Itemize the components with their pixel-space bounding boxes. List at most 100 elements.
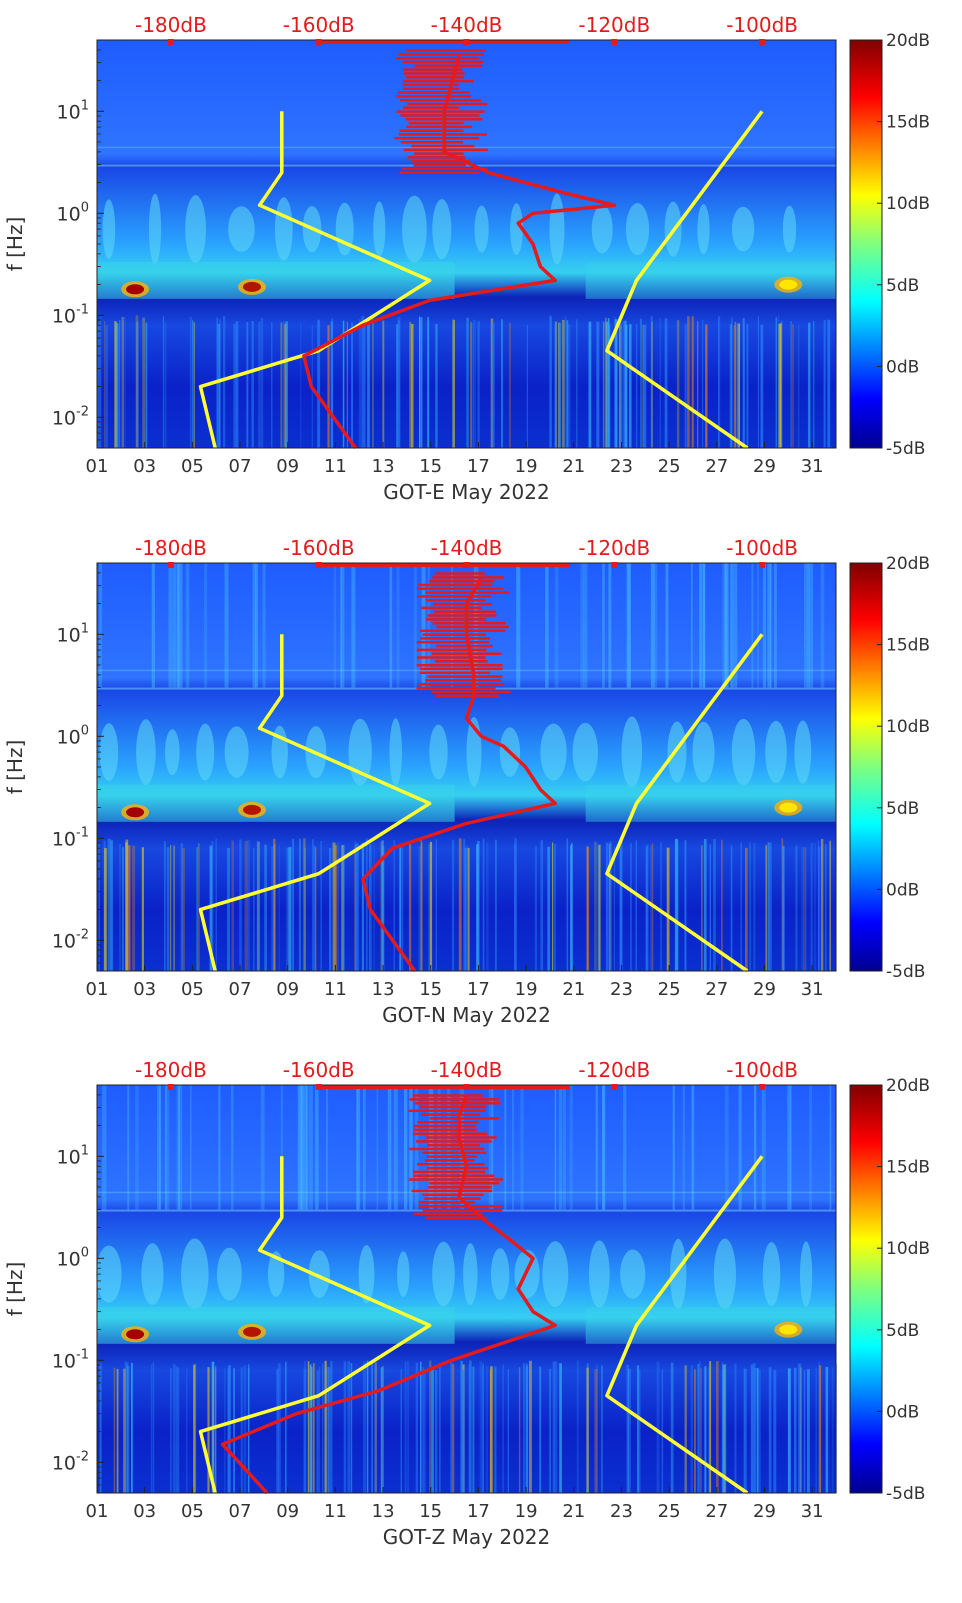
energy-plume	[267, 1251, 285, 1297]
transient-streak	[429, 841, 433, 971]
transient-streak	[340, 563, 342, 688]
transient-streak	[700, 1368, 702, 1493]
transient-streak	[730, 845, 733, 971]
x-tick-label: 19	[515, 456, 538, 477]
transient-streak	[525, 1363, 529, 1493]
transient-streak	[594, 841, 597, 971]
transient-streak	[196, 847, 198, 971]
transient-streak	[414, 563, 417, 688]
transient-streak	[280, 1085, 283, 1210]
transient-streak	[653, 563, 658, 688]
transient-streak	[701, 845, 703, 971]
transient-streak	[162, 315, 165, 448]
x-tick-label: 01	[86, 979, 109, 1000]
transient-streak	[614, 319, 618, 448]
energy-plume	[588, 1240, 610, 1308]
transient-streak	[605, 321, 609, 448]
colorbar	[849, 562, 883, 972]
transient-streak	[382, 1365, 384, 1493]
transient-streak	[756, 1368, 759, 1493]
transient-streak	[373, 842, 375, 971]
transient-streak	[777, 315, 780, 448]
top-axis-tick	[315, 562, 322, 568]
transient-streak	[547, 846, 550, 971]
transient-streak	[121, 317, 124, 448]
transient-streak	[609, 324, 611, 448]
x-tick-label: 09	[276, 456, 299, 477]
transient-streak	[767, 563, 771, 688]
transient-streak	[303, 1368, 307, 1493]
y-tick-label: 101	[57, 621, 89, 646]
y-tick-exponent: 1	[81, 621, 89, 636]
transient-streak	[284, 324, 287, 448]
transient-streak	[666, 847, 670, 971]
energy-plume	[692, 721, 715, 783]
transient-streak	[463, 838, 466, 971]
transient-streak	[504, 1085, 507, 1210]
transient-streak	[664, 324, 667, 448]
transient-streak	[315, 1085, 319, 1210]
transient-streak	[523, 1363, 526, 1493]
x-tick-label: 07	[229, 1501, 252, 1522]
transient-streak	[376, 1085, 379, 1210]
colorbar-label: 5dB	[886, 276, 919, 296]
transient-streak	[534, 846, 537, 971]
transient-streak	[638, 1369, 641, 1493]
transient-streak	[518, 1367, 521, 1493]
transient-streak	[659, 318, 661, 448]
energy-plume	[667, 721, 687, 783]
transient-streak	[703, 839, 707, 971]
transient-streak	[684, 1365, 687, 1493]
energy-plume	[800, 1241, 813, 1307]
transient-streak	[602, 563, 605, 688]
transient-streak	[514, 838, 517, 971]
transient-streak	[429, 1360, 432, 1493]
y-tick-label: 10-1	[52, 1347, 89, 1372]
x-tick-label: 15	[419, 979, 442, 1000]
energy-plume	[432, 1241, 455, 1307]
transient-streak	[185, 563, 190, 688]
top-axis-label: -160dB	[283, 1058, 355, 1082]
energy-plume	[224, 726, 249, 778]
transient-streak	[745, 847, 748, 971]
transient-streak	[656, 1361, 660, 1493]
transient-streak	[423, 1369, 426, 1493]
psd-high-freq-band	[394, 49, 488, 174]
y-tick-label: 10-1	[52, 302, 89, 327]
transient-streak	[640, 318, 642, 448]
transient-streak	[798, 324, 800, 448]
x-axis-label: GOT-Z May 2022	[383, 1525, 551, 1549]
transient-streak	[288, 847, 292, 971]
transient-streak	[314, 847, 317, 971]
energy-plume	[731, 206, 755, 252]
transient-streak	[736, 323, 739, 448]
energy-plume	[731, 718, 756, 786]
transient-streak	[491, 1085, 494, 1210]
colorbar-label: 10dB	[886, 717, 930, 737]
transient-streak	[602, 1085, 605, 1210]
transient-streak	[477, 841, 480, 971]
transient-streak	[661, 1369, 664, 1493]
transient-streak	[212, 1366, 215, 1493]
hotspot-core	[126, 284, 145, 295]
transient-streak	[145, 322, 148, 448]
transient-streak	[380, 841, 383, 971]
x-tick-label: 13	[372, 1501, 395, 1522]
transient-streak	[469, 1360, 472, 1493]
transient-streak	[178, 563, 183, 688]
transient-streak	[718, 318, 720, 448]
top-axis-label: -180dB	[135, 13, 207, 37]
hotspot-core	[779, 1324, 798, 1335]
transient-streak	[415, 1362, 418, 1493]
transient-streak	[814, 842, 816, 971]
y-tick-label: 10-2	[52, 927, 89, 952]
top-axis-tick	[463, 1084, 470, 1090]
transient-streak	[411, 324, 414, 448]
transient-streak	[482, 838, 485, 971]
transient-streak	[479, 1361, 483, 1493]
transient-streak	[507, 1368, 509, 1493]
y-tick-exponent: 1	[81, 1143, 89, 1158]
transient-streak	[704, 1366, 707, 1493]
